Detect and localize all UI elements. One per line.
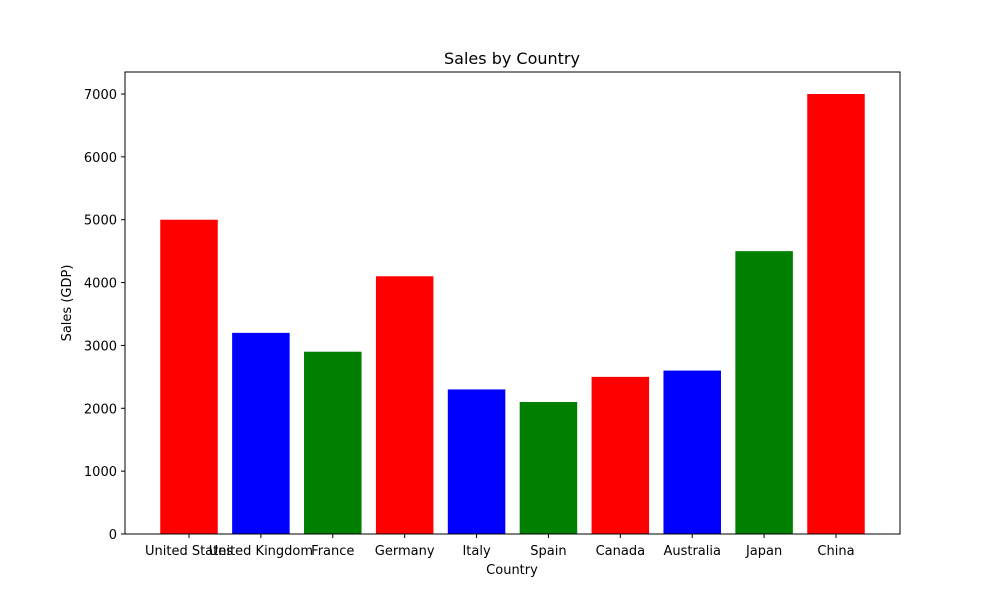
y-tick-label-2000: 2000 <box>84 402 117 417</box>
bars-group <box>160 94 865 534</box>
bar-china <box>807 94 865 534</box>
x-tick-label-germany: Germany <box>375 544 435 559</box>
x-tick-label-france: France <box>311 544 354 559</box>
plot-area-frame <box>124 71 901 535</box>
bar-spain <box>519 402 578 534</box>
y-tick-label-5000: 5000 <box>84 214 117 229</box>
bar-japan <box>735 251 793 534</box>
bar-italy <box>447 389 506 534</box>
x-tick-label-spain: Spain <box>530 544 566 559</box>
y-tick-label-6000: 6000 <box>84 151 117 166</box>
y-tick-label-1000: 1000 <box>84 465 117 480</box>
x-tick-label-united-states: United States <box>145 544 233 559</box>
y-tick-label-3000: 3000 <box>84 339 117 354</box>
x-tick-label-italy: Italy <box>462 544 491 559</box>
y-tick-label-4000: 4000 <box>84 277 117 292</box>
x-tick-label-united-kingdom: United Kingdom <box>209 544 313 559</box>
y-axis-label: Sales (GDP) <box>60 265 75 342</box>
x-tick-label-japan: Japan <box>745 544 782 559</box>
x-tick-label-china: China <box>817 544 854 559</box>
bar-united-states <box>160 219 218 534</box>
y-tick-label-7000: 7000 <box>84 88 117 103</box>
x-tick-label-canada: Canada <box>596 544 645 559</box>
bar-australia <box>663 370 721 534</box>
bar-germany <box>375 276 434 534</box>
y-tick-label-0: 0 <box>109 528 117 543</box>
bar-united-kingdom <box>232 332 290 534</box>
y-axis-ticks: 0 1000 2000 3000 4000 5000 6000 7000 <box>84 88 125 543</box>
bar-canada <box>591 376 650 534</box>
chart-title: Sales by Country <box>444 49 580 68</box>
x-tick-label-australia: Australia <box>663 544 721 559</box>
bar-france <box>304 351 362 534</box>
x-axis-label: Country <box>486 563 538 578</box>
